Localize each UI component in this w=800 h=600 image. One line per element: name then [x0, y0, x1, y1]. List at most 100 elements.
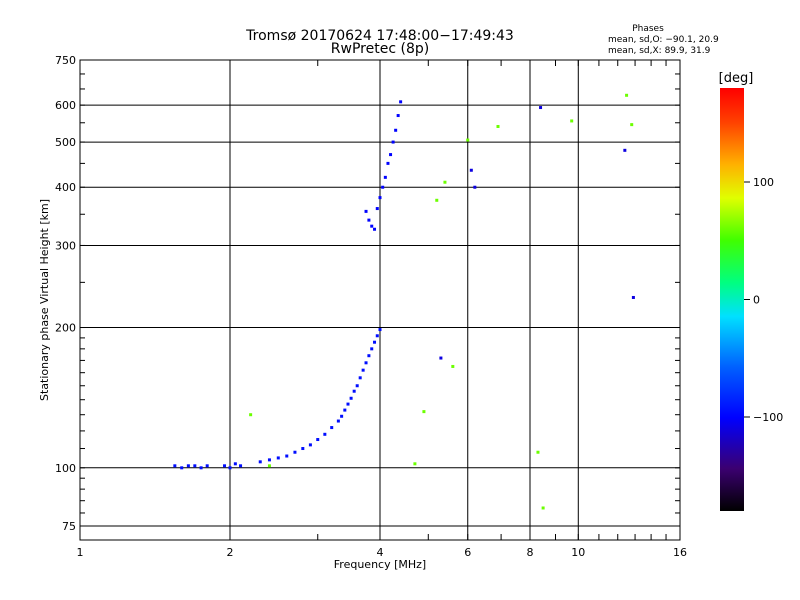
data-point — [343, 408, 347, 412]
data-point — [346, 402, 350, 406]
data-point — [466, 138, 470, 142]
data-point — [399, 100, 403, 104]
colorbar-label: [deg] — [719, 71, 754, 86]
y-tick-label: 600 — [55, 99, 76, 112]
data-point — [623, 148, 627, 152]
data-point — [391, 140, 395, 144]
x-tick-label: 8 — [527, 546, 534, 559]
data-point — [199, 466, 203, 470]
data-point — [180, 466, 184, 470]
x-tick-label: 10 — [571, 546, 585, 559]
data-point — [473, 185, 477, 189]
data-points — [173, 93, 635, 510]
data-point — [443, 180, 447, 184]
data-point — [625, 93, 629, 97]
y-tick-label: 100 — [55, 462, 76, 475]
data-point — [370, 347, 374, 351]
data-point — [336, 419, 340, 423]
colorbar-ticks: 100 0 −100 — [744, 176, 783, 424]
data-point — [186, 464, 190, 468]
data-point — [469, 168, 473, 172]
data-point — [373, 227, 377, 231]
data-point — [352, 389, 356, 393]
data-point — [378, 328, 382, 332]
y-tick-label: 75 — [62, 520, 76, 533]
chart-subtitle: RwPretec (8p) — [331, 41, 429, 57]
data-point — [378, 196, 382, 200]
x-tick-label: 6 — [464, 546, 471, 559]
data-point — [439, 356, 443, 360]
colorbar-tick-label: 100 — [753, 176, 774, 189]
data-point — [267, 464, 271, 468]
axis-ticks: 1 2 4 6 8 10 16 75 100 200 300 400 500 600 750 — [55, 54, 687, 559]
data-point — [258, 460, 262, 464]
y-tick-label: 300 — [55, 239, 76, 252]
data-point — [381, 185, 385, 189]
data-point — [276, 456, 280, 460]
x-tick-label: 4 — [377, 546, 384, 559]
colorbar-tick-label: −100 — [753, 411, 783, 424]
data-point — [631, 295, 635, 299]
data-point — [223, 464, 227, 468]
data-point — [383, 175, 387, 179]
data-point — [205, 464, 209, 468]
data-point — [375, 334, 379, 338]
data-point — [413, 462, 417, 466]
data-point — [541, 506, 545, 510]
data-point — [364, 209, 368, 213]
y-tick-label: 750 — [55, 54, 76, 67]
x-tick-label: 2 — [227, 546, 234, 559]
data-point — [308, 443, 312, 447]
data-point — [539, 106, 543, 110]
y-tick-label: 200 — [55, 322, 76, 335]
data-point — [451, 364, 455, 368]
phases-x-stats: mean, sd,X: 89.9, 31.9 — [608, 46, 711, 56]
data-point — [394, 128, 398, 132]
phases-title: Phases — [632, 24, 664, 34]
data-point — [301, 447, 305, 451]
y-tick-label: 400 — [55, 181, 76, 194]
data-point — [496, 124, 500, 128]
data-point — [340, 414, 344, 418]
data-point — [370, 224, 374, 228]
data-point — [239, 464, 243, 468]
data-point — [536, 450, 540, 454]
data-point — [358, 376, 362, 380]
data-point — [367, 354, 371, 358]
chart-title: Tromsø 20170624 17:48:00−17:49:43 — [245, 28, 514, 44]
data-point — [330, 426, 334, 430]
x-axis-label: Frequency [MHz] — [334, 558, 426, 571]
data-point — [435, 198, 439, 202]
data-point — [349, 396, 353, 400]
x-tick-label: 16 — [673, 546, 687, 559]
y-axis-label: Stationary phase Virtual Height [km] — [38, 199, 51, 401]
y-tick-label: 500 — [55, 136, 76, 149]
data-point — [267, 458, 271, 462]
colorbar-tick-label: 0 — [753, 294, 760, 307]
data-point — [316, 438, 320, 442]
x-tick-label: 1 — [77, 546, 84, 559]
data-point — [323, 432, 327, 436]
colorbar — [720, 88, 744, 511]
grid — [80, 59, 680, 540]
data-point — [228, 466, 232, 470]
data-point — [389, 153, 393, 157]
data-point — [293, 450, 297, 454]
phases-o-stats: mean, sd,O: −90.1, 20.9 — [608, 35, 719, 45]
data-point — [173, 464, 177, 468]
data-point — [367, 218, 371, 222]
data-point — [375, 207, 379, 211]
data-point — [570, 119, 574, 123]
data-point — [193, 464, 197, 468]
data-point — [373, 340, 377, 344]
data-point — [386, 161, 390, 165]
data-point — [355, 384, 359, 388]
data-point — [422, 410, 426, 414]
data-point — [630, 123, 634, 127]
data-point — [249, 413, 253, 417]
data-point — [233, 462, 237, 466]
data-point — [285, 454, 289, 458]
data-point — [396, 114, 400, 118]
data-point — [364, 361, 368, 365]
